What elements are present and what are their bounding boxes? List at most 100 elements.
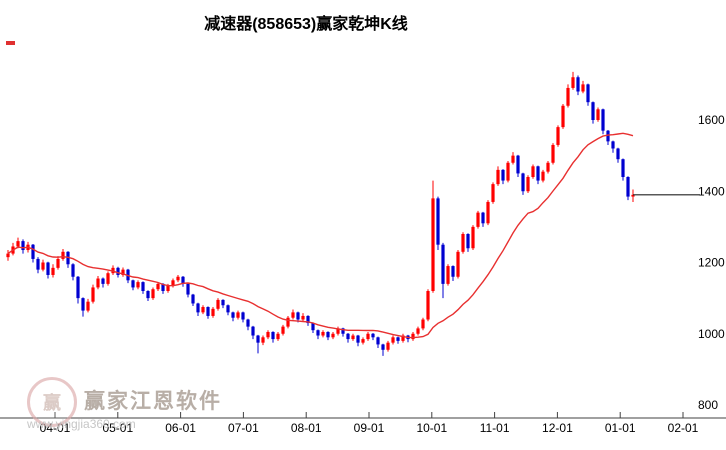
candle-body	[41, 262, 45, 270]
candle-body	[296, 312, 300, 320]
candle-body	[516, 155, 520, 174]
left-axis-marker	[6, 41, 15, 45]
candle-body	[131, 280, 135, 288]
candle-body	[576, 77, 580, 92]
candle-body	[186, 283, 190, 295]
candle-body	[396, 337, 400, 341]
candle-body	[286, 317, 290, 327]
candle-body	[361, 339, 365, 343]
candle-body	[161, 283, 165, 291]
candle-body	[551, 144, 555, 163]
candle-body	[6, 253, 10, 258]
candle-body	[271, 331, 275, 340]
y-tick-label: 800	[698, 398, 718, 412]
y-axis-labels: 1600 1400 1200 1000 800	[698, 113, 725, 412]
watermark-logo: 赢	[27, 377, 77, 427]
candle-body	[96, 278, 100, 288]
candle-body	[471, 226, 475, 249]
candle-body	[66, 251, 70, 265]
candle-body	[351, 335, 355, 340]
candle-body	[256, 335, 260, 343]
candle-body	[246, 319, 250, 327]
candle-body	[511, 155, 515, 163]
candle-body	[426, 291, 430, 320]
candle-body	[16, 241, 20, 247]
candle-body	[316, 330, 320, 336]
candle-body	[336, 328, 340, 334]
candle-body	[61, 251, 65, 259]
candle-body	[191, 294, 195, 304]
chart-title: 减速器(858653)赢家乾坤K线	[204, 16, 408, 33]
candle-body	[346, 333, 350, 340]
candle-body	[51, 267, 55, 275]
candle-body	[526, 177, 530, 192]
candle-body	[36, 258, 40, 270]
candle-body	[181, 276, 185, 284]
candle-body	[561, 105, 565, 128]
candle-body	[151, 289, 155, 299]
candle-body	[611, 141, 615, 149]
candle-body	[606, 130, 610, 142]
candle-body	[446, 266, 450, 284]
candle-body	[486, 201, 490, 224]
candle-body	[81, 298, 85, 311]
x-tick-label: 02-01	[668, 421, 699, 435]
candle-body	[21, 241, 25, 251]
candle-body	[621, 159, 625, 177]
candle-body	[616, 148, 620, 160]
candle-body	[586, 84, 590, 103]
candle-body	[476, 212, 480, 227]
candle-body	[401, 335, 405, 341]
x-tick-label: 06-01	[165, 421, 196, 435]
ma-line	[7, 132, 634, 339]
candle-body	[301, 315, 305, 320]
candle-body	[491, 184, 495, 202]
candle-body	[76, 276, 80, 299]
candle-body	[236, 312, 240, 318]
candle-body	[451, 266, 455, 277]
candle-body	[626, 177, 630, 197]
candle-body	[341, 328, 345, 334]
candle-body	[416, 328, 420, 334]
candle-body	[386, 342, 390, 350]
candle-body	[226, 305, 230, 313]
candle-body	[136, 282, 140, 288]
candle-body	[176, 276, 180, 281]
candle-body	[596, 109, 600, 120]
candle-body	[481, 212, 485, 224]
candle-body	[306, 315, 310, 324]
candle-body	[31, 244, 35, 259]
candle-body	[281, 326, 285, 334]
x-tick-label: 07-01	[228, 421, 259, 435]
candle-body	[101, 278, 105, 284]
x-tick-label: 12-01	[542, 421, 573, 435]
candle-body	[221, 299, 225, 306]
x-tick-label: 11-01	[480, 421, 510, 435]
candle-body	[381, 344, 385, 350]
candle-body	[71, 264, 75, 277]
candle-body	[171, 280, 175, 286]
candle-body	[241, 312, 245, 320]
candle-body	[411, 333, 415, 340]
x-tick-label: 08-01	[291, 421, 322, 435]
candle-body	[566, 87, 570, 106]
watermark-site-text: www.yingjia360.com	[27, 417, 136, 431]
candle-body	[536, 166, 540, 181]
candle-body	[521, 173, 525, 192]
candle-body	[121, 269, 125, 275]
candle-body	[326, 331, 330, 338]
candle-body	[506, 162, 510, 181]
candle-body	[376, 337, 380, 345]
candle-body	[431, 198, 435, 291]
candle-body	[496, 169, 500, 185]
candle-body	[556, 127, 560, 145]
candle-body	[331, 333, 335, 338]
candle-body	[196, 303, 200, 313]
candle-body	[436, 198, 440, 245]
candle-body	[206, 307, 210, 316]
candle-body	[546, 162, 550, 172]
candle-body	[421, 319, 425, 329]
candle-body	[116, 267, 120, 275]
candle-body	[291, 312, 295, 318]
